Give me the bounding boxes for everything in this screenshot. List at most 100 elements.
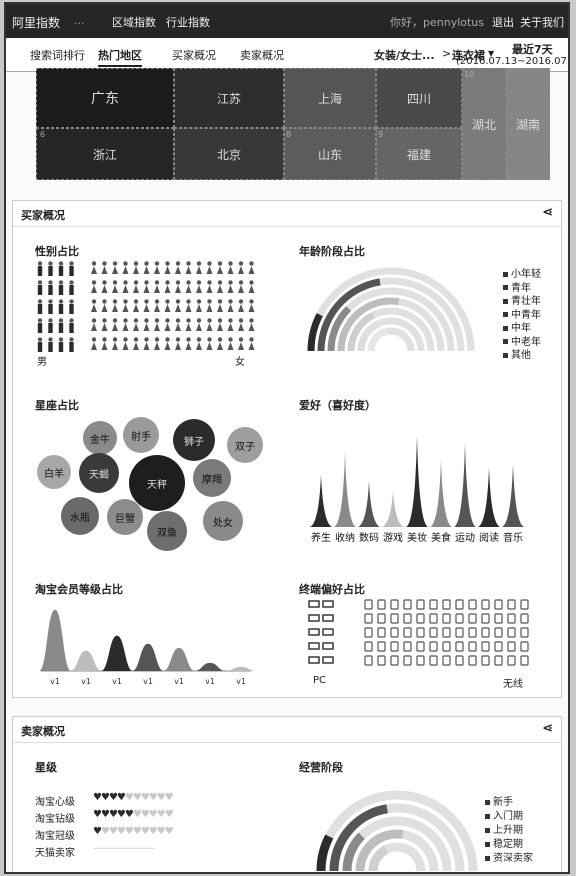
- female-person-icon: [154, 299, 160, 312]
- tab-seller-overview[interactable]: 卖家概况: [240, 49, 284, 62]
- mobile-icon: [377, 641, 386, 652]
- pc-icon: [322, 614, 334, 622]
- legend-item[interactable]: 资深卖家: [485, 849, 533, 864]
- mobile-icon: [403, 655, 412, 666]
- zodiac-bubble[interactable]: 双子: [227, 427, 263, 463]
- legend-item[interactable]: 中老年: [503, 333, 541, 348]
- region-tile[interactable]: 四川: [376, 68, 462, 128]
- tab-hot-region[interactable]: 热门地区: [98, 47, 142, 67]
- region-tile[interactable]: 上海: [284, 68, 376, 128]
- zodiac-bubble[interactable]: 白羊: [37, 455, 71, 489]
- mobile-icon: [494, 655, 503, 666]
- mobile-icon: [520, 599, 529, 610]
- stage-rings: [316, 790, 478, 872]
- chevron-down-icon[interactable]: ▼: [488, 49, 495, 58]
- legend-item[interactable]: 上升期: [485, 821, 523, 836]
- about-link[interactable]: 关于我们: [520, 16, 564, 29]
- section-header: 卖家概况 ⋖: [13, 717, 561, 743]
- region-tile[interactable]: 浙江: [36, 128, 174, 180]
- nav-region-index[interactable]: 区域指数: [112, 16, 156, 29]
- region-tile[interactable]: 北京: [174, 128, 284, 180]
- pc-icon: [322, 656, 334, 664]
- mobile-icon: [468, 655, 477, 666]
- female-person-icon: [196, 280, 202, 293]
- mobile-icon: [377, 627, 386, 638]
- legend-item[interactable]: 稳定期: [485, 835, 523, 850]
- female-person-icon: [227, 261, 234, 274]
- male-person-icon: [37, 318, 43, 333]
- legend-item[interactable]: 小年轻: [503, 265, 541, 280]
- period-select[interactable]: 最近7天: [512, 43, 553, 56]
- region-tile[interactable]: 广东: [36, 68, 174, 128]
- mobile-icon: [416, 613, 425, 624]
- legend-item[interactable]: 其他: [503, 346, 531, 361]
- tab-buyer-overview[interactable]: 买家概况: [172, 49, 216, 62]
- level-tick: v1: [143, 677, 153, 686]
- female-person-icon: [91, 337, 97, 350]
- female-person-icon: [185, 318, 192, 331]
- greeting: 你好，pennylotus: [390, 16, 485, 29]
- female-person-icon: [248, 299, 255, 312]
- gender-title: 性别占比: [35, 245, 79, 258]
- female-person-icon: [217, 299, 223, 312]
- region-tile[interactable]: 山东: [284, 128, 376, 180]
- pc-label: PC: [313, 675, 327, 686]
- level-tick: v1: [174, 677, 184, 686]
- hobby-label: 美食: [431, 531, 451, 544]
- age-ring-arc: [327, 306, 352, 352]
- zodiac-bubble[interactable]: 射手: [123, 417, 159, 453]
- region-tile[interactable]: 湖北: [462, 68, 506, 180]
- zodiac-bubble[interactable]: 摩羯: [193, 459, 231, 497]
- zodiac-bubble[interactable]: 处女: [203, 501, 243, 541]
- zodiac-bubble[interactable]: 天秤: [129, 455, 185, 511]
- female-person-icon: [164, 261, 171, 274]
- region-tile[interactable]: 福建: [376, 128, 462, 180]
- share-icon[interactable]: ⋖: [542, 721, 553, 736]
- heart-rating-icon: ────────────────: [93, 844, 155, 853]
- female-person-icon: [112, 318, 118, 331]
- legend-item[interactable]: 新手: [485, 793, 513, 808]
- share-icon[interactable]: ⋖: [542, 205, 553, 220]
- app-logo[interactable]: 阿里指数: [12, 16, 61, 30]
- female-person-icon: [238, 280, 244, 293]
- subcategory-select[interactable]: 连衣裙: [452, 49, 485, 62]
- female-person-icon: [164, 280, 171, 293]
- zodiac-bubble[interactable]: 水瓶: [61, 497, 99, 535]
- zodiac-bubble[interactable]: 巨蟹: [107, 499, 143, 535]
- category-select[interactable]: 女装/女士...: [374, 49, 435, 62]
- region-tile[interactable]: 江苏: [174, 68, 284, 128]
- mobile-icon: [364, 613, 373, 624]
- legend-item[interactable]: 中青年: [503, 306, 541, 321]
- legend-item[interactable]: 入门期: [485, 807, 523, 822]
- logout-link[interactable]: 退出: [492, 16, 514, 29]
- zodiac-title: 星座占比: [35, 399, 79, 412]
- buyer-overview-section: 买家概况 ⋖ 性别占比 男 女 年龄阶段占比 小年轻 青年 青壮年 中青年 中年 中老年其…: [12, 200, 562, 698]
- legend-item[interactable]: 青年: [503, 279, 531, 294]
- region-tile[interactable]: 湖南: [506, 68, 550, 180]
- device-pictogram: [308, 599, 529, 666]
- age-ring-arc: [317, 278, 381, 352]
- zodiac-bubble[interactable]: 双鱼: [147, 511, 187, 551]
- zodiac-bubble[interactable]: 金牛: [83, 421, 117, 455]
- nav-industry-index[interactable]: 行业指数: [166, 16, 210, 29]
- mobile-icon: [429, 599, 438, 610]
- zodiac-bubble[interactable]: 天蝎: [79, 453, 119, 493]
- female-person-icon: [91, 299, 97, 312]
- zodiac-bubble[interactable]: 狮子: [173, 419, 215, 461]
- male-person-icon: [37, 280, 43, 295]
- tab-search-rank[interactable]: 搜索词排行: [30, 49, 85, 62]
- male-person-icon: [58, 261, 64, 276]
- female-person-icon: [101, 280, 108, 293]
- female-person-icon: [143, 318, 150, 331]
- heart-rating-icon: ♥♥♥♥♥♥♥♥♥♥: [93, 826, 174, 837]
- tile-rank: 9: [378, 130, 384, 139]
- legend-item[interactable]: 青壮年: [503, 292, 541, 307]
- female-person-icon: [206, 337, 213, 350]
- female-person-icon: [164, 337, 171, 350]
- legend-item[interactable]: 中年: [503, 319, 531, 334]
- female-person-icon: [217, 261, 223, 274]
- female-person-icon: [238, 261, 244, 274]
- level-tick: v1: [50, 677, 60, 686]
- mobile-icon: [403, 599, 412, 610]
- seller-overview-section: 卖家概况 ⋖ 星级 淘宝心级 ♥♥♥♥♥♥♥♥♥♥ 淘宝钻级 ♥♥♥♥♥♥♥♥♥♥ 淘宝…: [12, 716, 562, 872]
